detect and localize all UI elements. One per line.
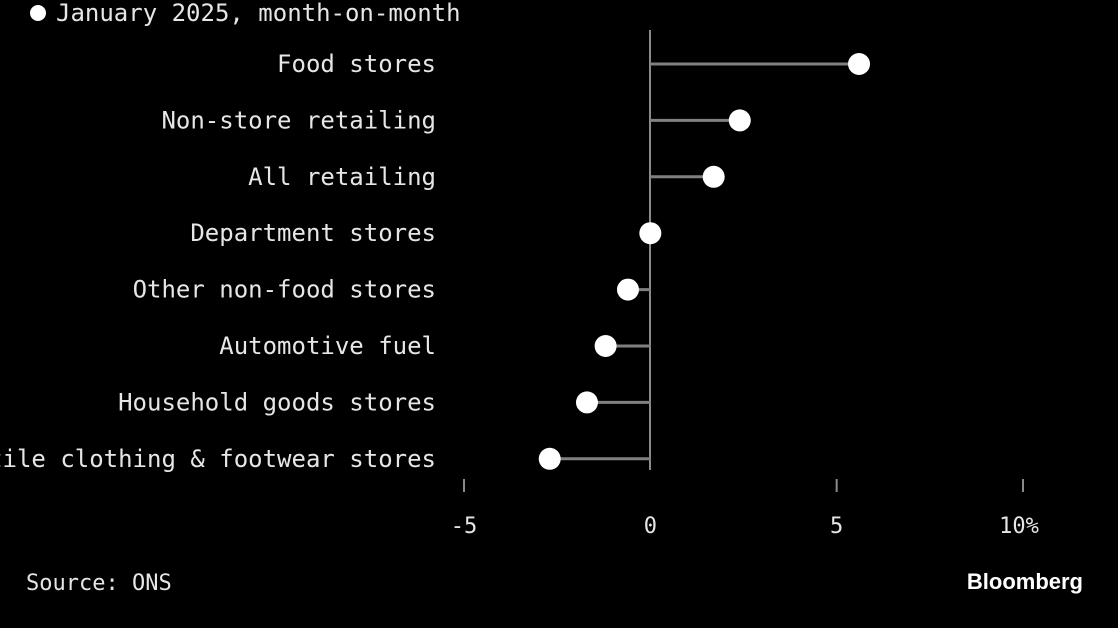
lollipop-marker: [848, 53, 871, 75]
source-note: Source: ONS: [26, 571, 172, 596]
category-label: Textile clothing & footwear stores: [0, 445, 436, 473]
lollipop-marker: [616, 278, 639, 301]
lollipop-marker: [594, 335, 617, 357]
lollipop-marker: [639, 222, 662, 245]
data-rows: Food stores Non-store retailing All retail…: [0, 50, 871, 473]
legend-label: January 2025, month-on-month: [56, 0, 461, 27]
x-tick-label: 5: [830, 514, 843, 539]
lollipop-marker: [702, 165, 725, 188]
category-label: Department stores: [190, 219, 436, 247]
category-label: Automotive fuel: [219, 332, 436, 360]
category-label: Other non-food stores: [133, 276, 436, 304]
lollipop-marker: [538, 447, 561, 470]
x-tick-label: 0: [644, 514, 657, 539]
legend-marker: [30, 5, 46, 21]
lollipop-marker: [575, 391, 598, 414]
category-label: Household goods stores: [118, 388, 436, 416]
x-tick-label: -5: [451, 514, 478, 539]
x-axis: -5 0 5 10%: [451, 479, 1039, 539]
lollipop-marker: [728, 109, 751, 132]
legend: January 2025, month-on-month: [30, 0, 461, 27]
category-label: All retailing: [248, 163, 436, 191]
category-label: Non-store retailing: [161, 106, 436, 134]
x-tick-label: 10%: [999, 514, 1039, 539]
bloomberg-logo: Bloomberg: [967, 569, 1083, 594]
category-label: Food stores: [277, 50, 436, 78]
